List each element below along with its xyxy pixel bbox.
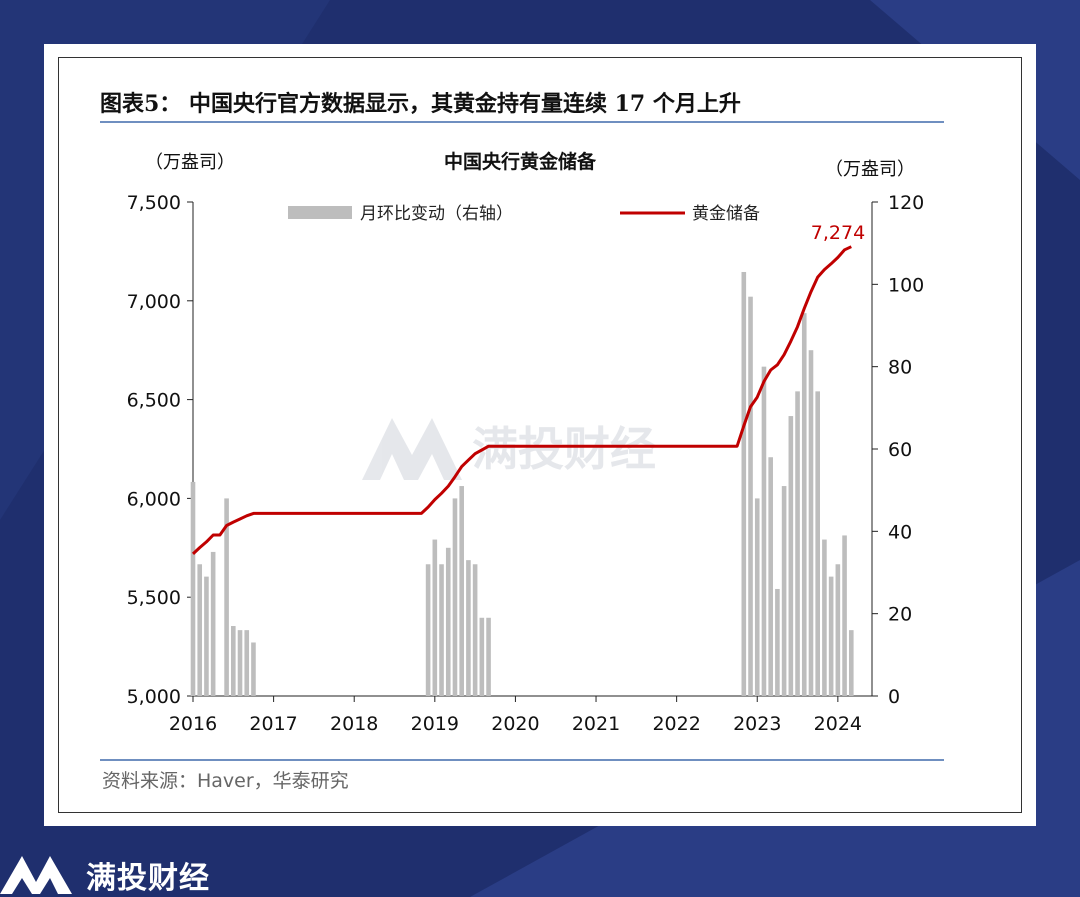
left-tick-label: 5,000 <box>127 686 181 708</box>
bar <box>835 564 841 696</box>
right-tick-label: 60 <box>888 439 912 461</box>
right-axis-unit: （万盎司） <box>825 159 915 180</box>
x-tick-label: 2016 <box>169 713 217 735</box>
bar <box>439 564 444 696</box>
bar <box>479 617 485 696</box>
x-tick-label: 2020 <box>491 713 539 735</box>
bar <box>432 539 438 696</box>
right-tick-label: 100 <box>888 274 924 296</box>
axes: 5,000 5,500 6,000 6,500 7,000 7,500 0 20 40 60 80 1… <box>127 192 925 735</box>
bar <box>197 564 203 696</box>
bar <box>828 576 834 696</box>
legend-line-label: 黄金储备 <box>692 204 760 224</box>
x-tick-label: 2024 <box>814 713 862 735</box>
bar <box>459 486 464 696</box>
right-tick-label: 20 <box>888 604 912 626</box>
bar <box>788 416 794 696</box>
bar <box>795 391 800 696</box>
x-tick-label: 2017 <box>249 713 297 735</box>
bar <box>466 560 471 696</box>
right-tick-label: 80 <box>888 357 912 379</box>
bar <box>472 564 478 696</box>
legend-bar-swatch <box>288 206 352 219</box>
bar <box>445 547 451 696</box>
bar <box>452 498 458 696</box>
bar-series <box>190 271 854 696</box>
bar <box>768 457 773 696</box>
bar <box>775 588 780 696</box>
x-tick-label: 2022 <box>652 713 700 735</box>
bar <box>210 551 216 696</box>
legend-bar-label: 月环比变动（右轴） <box>360 204 513 224</box>
bar <box>486 617 491 696</box>
chart-title: 中国央行黄金储备 <box>444 150 597 173</box>
bar <box>224 498 229 696</box>
bar <box>822 539 827 696</box>
right-tick-label: 0 <box>888 686 900 708</box>
bar <box>244 630 250 696</box>
left-tick-label: 7,000 <box>127 291 181 313</box>
figure-frame <box>58 57 1022 813</box>
bar <box>748 296 753 696</box>
brand-text: 满投财经 <box>86 860 210 896</box>
bar <box>190 481 196 696</box>
figure-title: 图表5： 中国央行官方数据显示，其黄金持有量连续 17 个月上升 <box>100 91 741 117</box>
left-tick-label: 5,500 <box>127 587 181 609</box>
bar <box>781 486 787 696</box>
reserve-line <box>191 245 852 555</box>
left-axis-unit: （万盎司） <box>145 152 235 173</box>
bar <box>204 576 209 696</box>
bar <box>801 313 807 696</box>
x-tick-label: 2019 <box>411 713 459 735</box>
source-note: 资料来源：Haver，华泰研究 <box>102 770 349 792</box>
right-tick-label: 40 <box>888 521 912 543</box>
source-rule <box>100 759 944 761</box>
brand-footer: 满投财经 <box>0 852 210 897</box>
watermark: 满投财经 <box>362 418 656 480</box>
bar <box>761 366 767 696</box>
bar <box>842 535 847 696</box>
bar <box>815 391 820 696</box>
bar <box>741 271 747 696</box>
left-tick-label: 7,500 <box>127 192 181 214</box>
left-tick-label: 6,000 <box>127 488 181 510</box>
bar <box>754 498 760 696</box>
bar <box>808 350 814 696</box>
x-tick-label: 2018 <box>330 713 378 735</box>
bar <box>425 564 431 696</box>
line-series <box>191 245 852 555</box>
left-tick-label: 6,500 <box>127 390 181 412</box>
x-tick-label: 2023 <box>733 713 781 735</box>
x-tick-label: 2021 <box>572 713 620 735</box>
title-rule <box>100 121 944 123</box>
last-value-label: 7,274 <box>811 222 865 244</box>
bar <box>237 630 243 696</box>
bar <box>848 630 854 696</box>
right-tick-label: 120 <box>888 192 924 214</box>
watermark-logo-icon <box>362 418 462 480</box>
bar <box>251 642 256 696</box>
bar <box>231 626 236 696</box>
brand-logo-icon <box>0 856 72 894</box>
watermark-text: 满投财经 <box>472 422 656 476</box>
